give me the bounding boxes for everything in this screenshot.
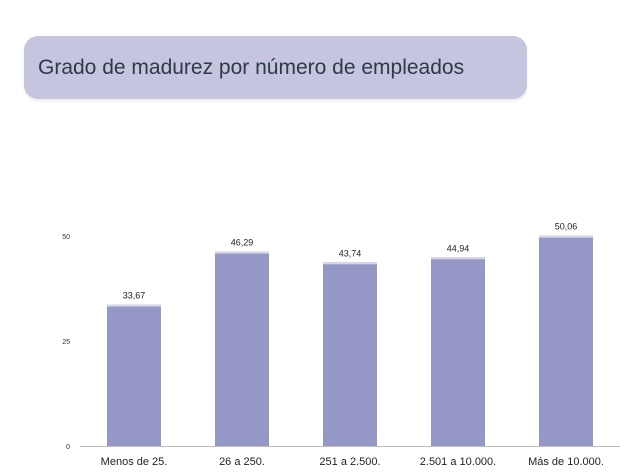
bar-highlight — [215, 251, 269, 254]
data-label: 43,74 — [339, 248, 362, 258]
y-axis-ticks: 0 25 50 — [62, 234, 70, 451]
bar — [215, 251, 269, 446]
category-label: 26 a 250. — [219, 456, 265, 468]
category-labels-group: Menos de 25. 26 a 250. 251 a 2.500. 2.501 a… — [101, 456, 604, 468]
category-label: 251 a 2.500. — [319, 456, 380, 468]
data-label: 44,94 — [447, 243, 470, 253]
y-tick-label: 50 — [62, 234, 70, 241]
bar-highlight — [539, 235, 593, 238]
bar — [539, 235, 593, 446]
data-label: 46,29 — [231, 238, 254, 248]
title-banner: Grado de madurez por número de empleados — [24, 36, 527, 99]
bar — [107, 304, 161, 446]
category-label: Más de 10.000. — [528, 456, 604, 468]
bar-highlight — [107, 304, 161, 307]
y-tick-label: 25 — [62, 339, 70, 346]
bar-highlight — [323, 262, 377, 265]
data-label: 33,67 — [123, 291, 146, 301]
y-tick-label: 0 — [66, 444, 70, 451]
chart-title: Grado de madurez por número de empleados — [38, 56, 465, 79]
data-label: 50,06 — [555, 222, 578, 232]
category-label: Menos de 25. — [101, 456, 168, 468]
bar — [431, 257, 485, 446]
data-labels-group: 33,67 46,29 43,74 44,94 50,06 — [123, 222, 578, 301]
bars-group — [107, 235, 593, 446]
category-label: 2.501 a 10.000. — [420, 456, 496, 468]
bar-highlight — [431, 257, 485, 260]
bar — [323, 262, 377, 446]
